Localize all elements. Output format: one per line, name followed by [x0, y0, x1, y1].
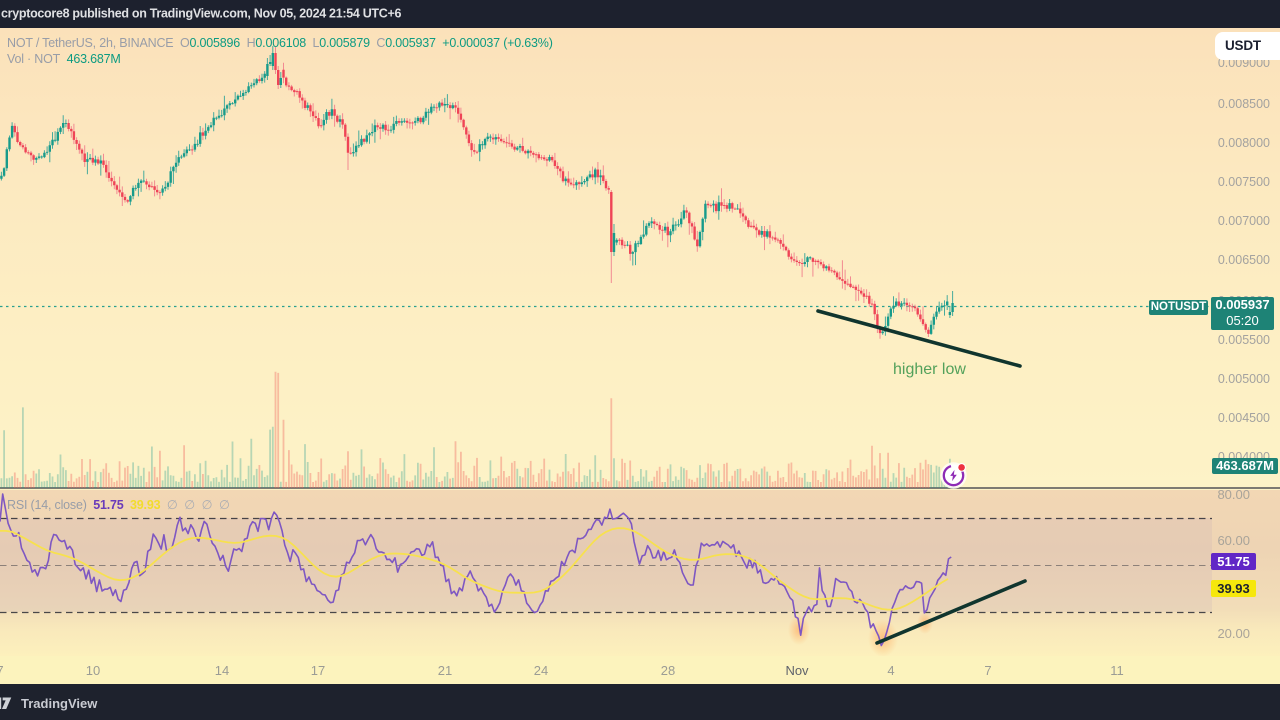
svg-text:higher low: higher low	[893, 361, 966, 378]
svg-text:TradingView: TradingView	[21, 696, 98, 711]
